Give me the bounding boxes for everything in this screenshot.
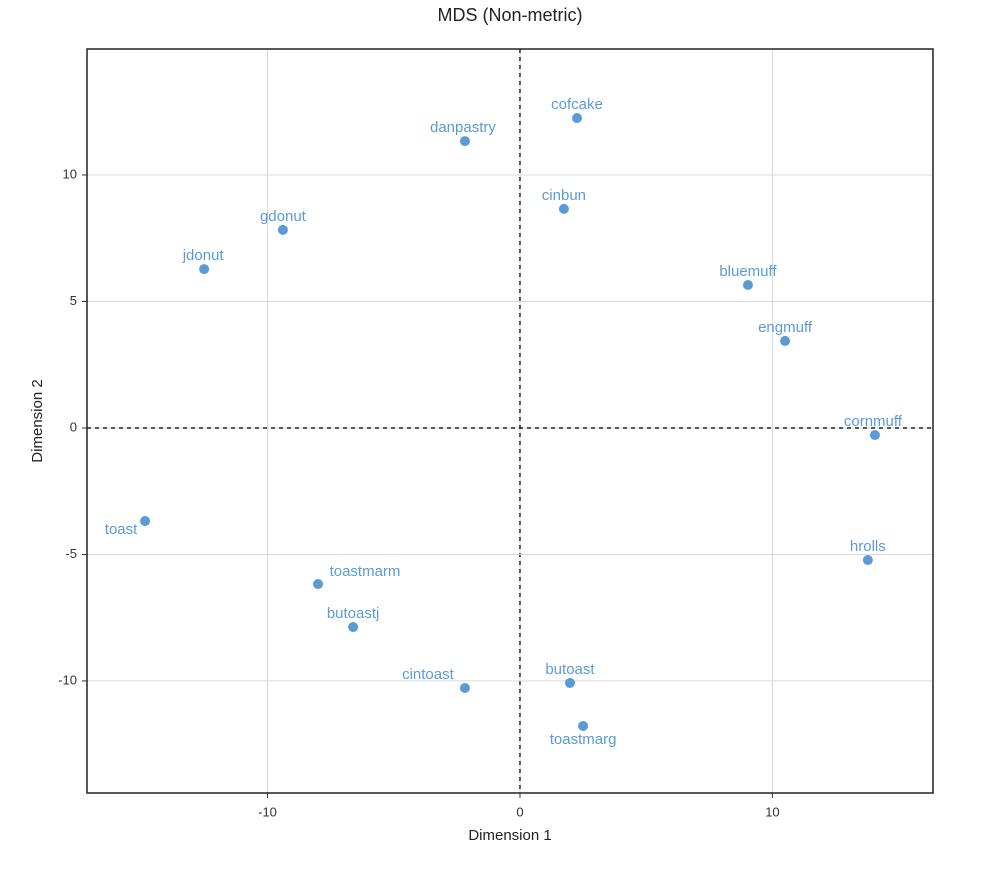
point-label: butoast — [545, 661, 595, 678]
y-tick-label: 0 — [70, 419, 77, 434]
point-label: danpastry — [430, 119, 496, 136]
point — [862, 555, 873, 566]
x-tick-label: -10 — [258, 804, 277, 819]
point — [558, 203, 569, 214]
point — [869, 430, 880, 441]
point — [459, 136, 470, 147]
point-label: jdonut — [182, 247, 225, 264]
point — [199, 264, 210, 275]
point — [742, 280, 753, 291]
y-tick-label: -5 — [65, 546, 77, 561]
y-tick-label: -10 — [58, 672, 77, 687]
point — [277, 224, 288, 235]
x-axis-label: Dimension 1 — [468, 827, 551, 844]
point-label: bluemuff — [719, 263, 777, 280]
y-axis-label: Dimension 2 — [29, 379, 46, 462]
point-label: toastmarg — [550, 731, 617, 748]
point-label: cornmuff — [844, 413, 903, 430]
plot-frame — [86, 48, 934, 794]
point — [140, 516, 151, 527]
x-tick-label: 10 — [765, 804, 779, 819]
point — [780, 335, 791, 346]
point — [564, 677, 575, 688]
point — [348, 622, 359, 633]
point-label: toast — [105, 521, 138, 538]
point — [313, 579, 324, 590]
point — [578, 720, 589, 731]
y-tick-label: 10 — [63, 166, 77, 181]
point-label: hrolls — [850, 538, 886, 555]
point — [572, 113, 583, 124]
y-tick-label: 5 — [70, 293, 77, 308]
point-label: cintoast — [402, 666, 455, 683]
point-label: toastmarm — [330, 563, 401, 580]
x-tick-label: 0 — [516, 804, 523, 819]
point-label: engmuff — [758, 319, 813, 336]
point-label: cinbun — [542, 187, 586, 204]
chart-title: MDS (Non-metric) — [437, 5, 582, 25]
point — [459, 683, 470, 694]
point-label: cofcake — [551, 96, 603, 113]
point-label: butoastj — [327, 605, 380, 622]
point-label: gdonut — [260, 208, 307, 225]
